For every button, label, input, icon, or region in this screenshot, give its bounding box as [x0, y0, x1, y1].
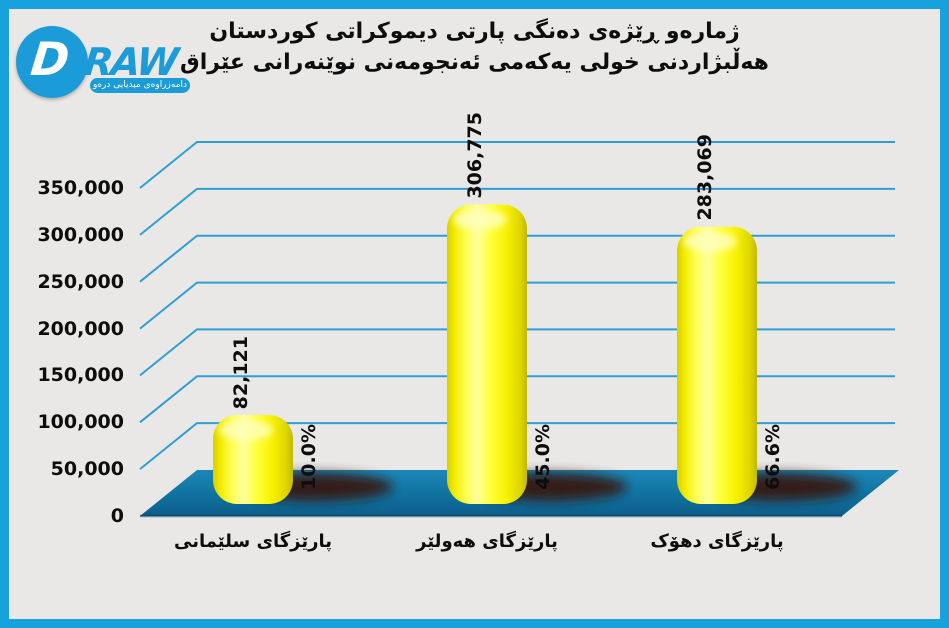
chart-title-line1: ژمارەو ڕێژەی دەنگی پارتی دیموکراتی کوردس…: [209, 19, 740, 44]
chart-title-line2: هەڵبژاردنی خولی یەکەمی ئەنجومەنی نوێنەرا…: [180, 50, 769, 75]
draw-logo: D RAW دامەزراوەی میدیایی درەو: [14, 24, 199, 104]
draw-logo-tagline: دامەزراوەی میدیایی درەو: [90, 78, 190, 93]
draw-logo-circle: D: [16, 26, 88, 98]
chart-title: ژمارەو ڕێژەی دەنگی پارتی دیموکراتی کوردس…: [0, 16, 949, 78]
